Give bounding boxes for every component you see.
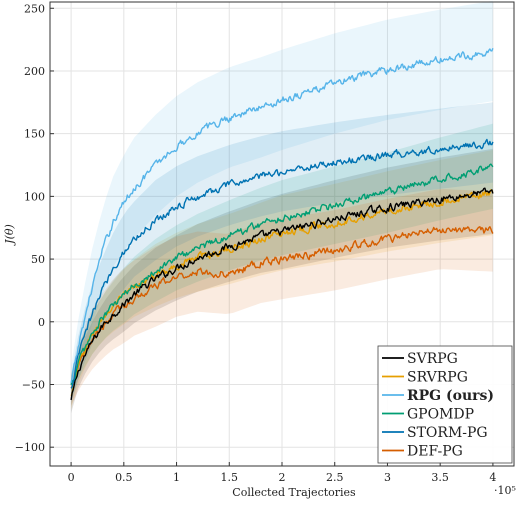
y-tick-label: 0 <box>38 316 45 329</box>
line-svrpg <box>70 187 494 401</box>
y-tick-label: −100 <box>15 441 45 454</box>
y-axis-label: J(θ) <box>3 224 16 246</box>
y-tick-label: −50 <box>22 378 45 391</box>
x-tick-label: 1.5 <box>221 471 239 484</box>
legend: SVRPG SRVRPG RPG (ours) GPOMDP STORM-PG DEF-P… <box>377 345 513 464</box>
line-srvrpg <box>70 189 494 397</box>
legend-label: SVRPG <box>407 351 458 367</box>
band-storm-pg <box>71 102 493 406</box>
x-tick-label: 3.5 <box>431 471 449 484</box>
x-tick-label: 0 <box>68 471 75 484</box>
line-def-pg <box>70 225 494 389</box>
band-rpg-ours- <box>71 0 493 402</box>
confidence-bands <box>71 0 493 414</box>
x-axis-multiplier: ·10⁵ <box>494 484 516 497</box>
x-tick-label: 2 <box>279 471 286 484</box>
y-tick-label: 100 <box>24 190 45 203</box>
line-storm-pg <box>70 138 494 389</box>
y-tick-label: 50 <box>31 253 45 266</box>
y-tick-label: 250 <box>24 2 45 15</box>
line-gpomdp <box>70 163 494 386</box>
y-tick-label: 200 <box>24 65 45 78</box>
x-tick-label: 3 <box>384 471 391 484</box>
band-gpomdp <box>71 123 493 400</box>
legend-label: SRVRPG <box>407 370 468 386</box>
band-svrpg <box>71 148 493 414</box>
x-tick-label: 1 <box>173 471 180 484</box>
legend-label: RPG (ours) <box>407 388 494 404</box>
x-axis-label: Collected Trajectories <box>232 486 356 499</box>
y-tick-label: 150 <box>24 128 45 141</box>
line-rpg-ours- <box>70 48 494 383</box>
x-tick-label: 4 <box>489 471 496 484</box>
legend-label: STORM-PG <box>407 425 488 441</box>
band-def-pg <box>71 189 493 406</box>
legend-label: GPOMDP <box>407 407 474 423</box>
legend-label: DEF-PG <box>407 444 463 460</box>
legend-box <box>377 345 513 464</box>
series-lines <box>70 48 494 401</box>
x-tick-label: 2.5 <box>326 471 344 484</box>
x-tick-label: 0.5 <box>115 471 133 484</box>
band-srvrpg <box>71 150 493 410</box>
ticks: 0 0.5 1 1.5 2 2.5 3 3.5 4 −100 −50 0 50 100 150 200 250 <box>15 2 497 484</box>
